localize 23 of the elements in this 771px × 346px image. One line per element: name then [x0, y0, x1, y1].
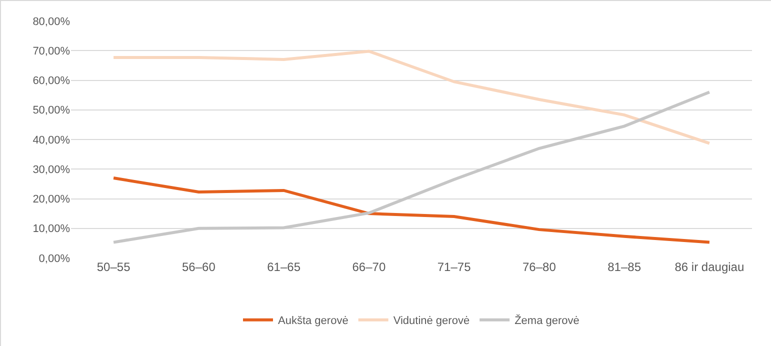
y-tick-label: 40,00%	[32, 134, 70, 146]
x-tick-label: 81–85	[608, 260, 642, 274]
x-tick-label: 66–70	[352, 260, 386, 274]
y-tick-label: 0,00%	[38, 252, 70, 265]
y-tick-label: 30,00%	[32, 164, 70, 176]
y-tick-label: 60,00%	[32, 75, 70, 88]
x-tick-label: 56–60	[182, 260, 216, 274]
y-tick-label: 50,00%	[32, 104, 70, 117]
y-tick-label: 10,00%	[32, 223, 70, 236]
y-tick-label: 70,00%	[32, 45, 70, 58]
legend-label: Vidutinė gerovė	[393, 315, 470, 328]
x-tick-label: 50–55	[96, 260, 131, 274]
line-series	[112, 50, 711, 145]
line-series	[112, 176, 711, 244]
x-tick-label: 71–75	[437, 260, 472, 274]
x-tick-label: 86 ir daugiau	[674, 260, 744, 274]
x-tick-label: 76–80	[522, 260, 556, 274]
line-series	[112, 90, 711, 244]
legend-label: Aukšta gerovė	[278, 315, 348, 328]
x-tick-label: 61–65	[267, 260, 301, 274]
legend-label: Žema gerovė	[514, 314, 580, 328]
y-tick-label: 20,00%	[32, 194, 70, 206]
y-tick-label: 80,00%	[32, 16, 70, 28]
